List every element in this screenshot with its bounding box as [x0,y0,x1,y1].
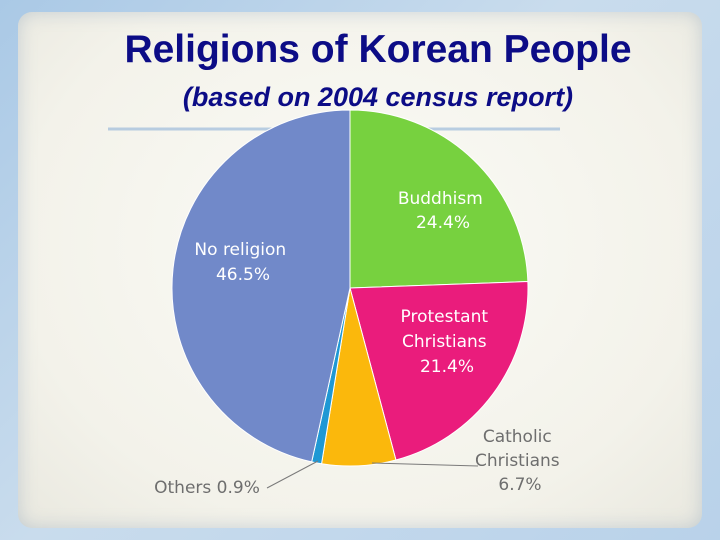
label-catholic-name-2: Christians [475,451,560,471]
label-buddhism-value: 24.4% [416,213,470,233]
others-leader-line [266,460,319,489]
label-buddhism-name: Buddhism [398,189,483,209]
pie-slice-buddhism [349,109,529,289]
label-catholic-value: 6.7% [498,475,541,495]
label-no-religion: No religion 46.5% [194,240,291,285]
label-protestant: Protestant Christians 21.4% [401,307,494,377]
label-protestant-name-2: Christians [402,332,487,352]
pie-slice-protestant-christians [349,281,529,461]
catholic-leader-line [371,462,479,467]
label-buddhism: Buddhism 24.4% [398,189,488,233]
pie-slices [171,109,529,467]
label-catholic-name-1: Catholic [483,427,552,447]
label-protestant-value: 21.4% [420,357,474,377]
label-catholic: Catholic Christians 6.7% [475,427,565,495]
label-protestant-name-1: Protestant [401,307,489,327]
label-no-religion-name: No religion [194,240,286,260]
chart-title: Religions of Korean People [124,28,631,71]
pie-slice-no-religion [171,109,351,463]
chart-subtitle: (based on 2004 census report) [183,82,573,112]
label-others: Others 0.9% [154,478,260,498]
label-no-religion-value: 46.5% [216,265,270,285]
